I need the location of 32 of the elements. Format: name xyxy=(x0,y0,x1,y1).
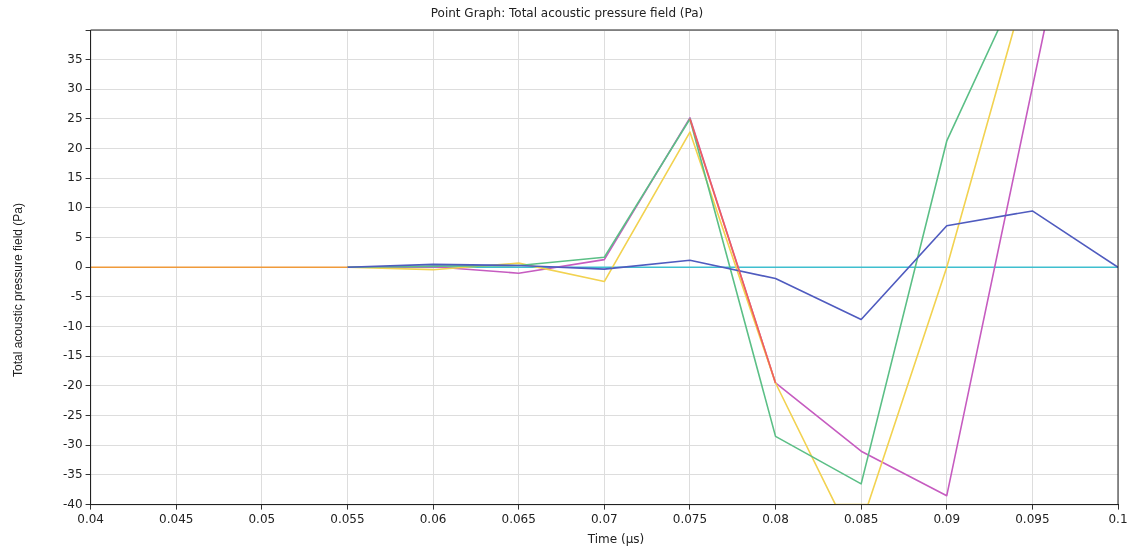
y-tick-label: 0 xyxy=(74,259,83,274)
y-tick-label: -20 xyxy=(62,378,83,393)
y-tick-label: 20 xyxy=(67,140,83,155)
y-tick-label: -25 xyxy=(62,407,83,422)
x-tick-label: 0.08 xyxy=(762,511,789,526)
x-tick-label: 0.055 xyxy=(330,511,365,526)
x-tick-label: 0.05 xyxy=(248,511,276,526)
x-tick-label: 0.085 xyxy=(843,511,879,526)
x-axis-title: Time (µs) xyxy=(587,532,645,546)
y-tick-label: 5 xyxy=(74,229,83,244)
x-tick-label: 0.09 xyxy=(933,511,961,526)
x-tick-label: 0.075 xyxy=(672,511,708,526)
y-tick-label: 30 xyxy=(67,81,83,96)
x-tick-label: 0.04 xyxy=(77,511,104,526)
x-tick-label: 0.06 xyxy=(419,511,447,526)
chart-title: Point Graph: Total acoustic pressure field (Pa) xyxy=(429,6,705,20)
x-tick-label: 0.045 xyxy=(159,511,194,526)
y-tick-label: -10 xyxy=(62,318,83,333)
y-tick-label: -5 xyxy=(70,289,83,304)
y-tick-label: 15 xyxy=(67,170,83,185)
x-tick-label: 0.1 xyxy=(1108,511,1128,526)
y-tick-label: -40 xyxy=(62,496,83,511)
y-tick-label: 10 xyxy=(67,200,83,215)
x-tick-label: 0.065 xyxy=(501,511,536,526)
y-tick-label: -30 xyxy=(62,437,83,452)
x-tick-label: 0.07 xyxy=(590,511,618,526)
x-tick-label: 0.095 xyxy=(1015,511,1050,526)
y-tick-label: -35 xyxy=(62,467,83,482)
y-tick-label: 35 xyxy=(67,51,83,66)
y-tick-label: 25 xyxy=(67,111,83,126)
y-tick-label: -15 xyxy=(62,348,83,363)
y-axis-title: Total acoustic pressure field (Pa) xyxy=(11,202,25,378)
